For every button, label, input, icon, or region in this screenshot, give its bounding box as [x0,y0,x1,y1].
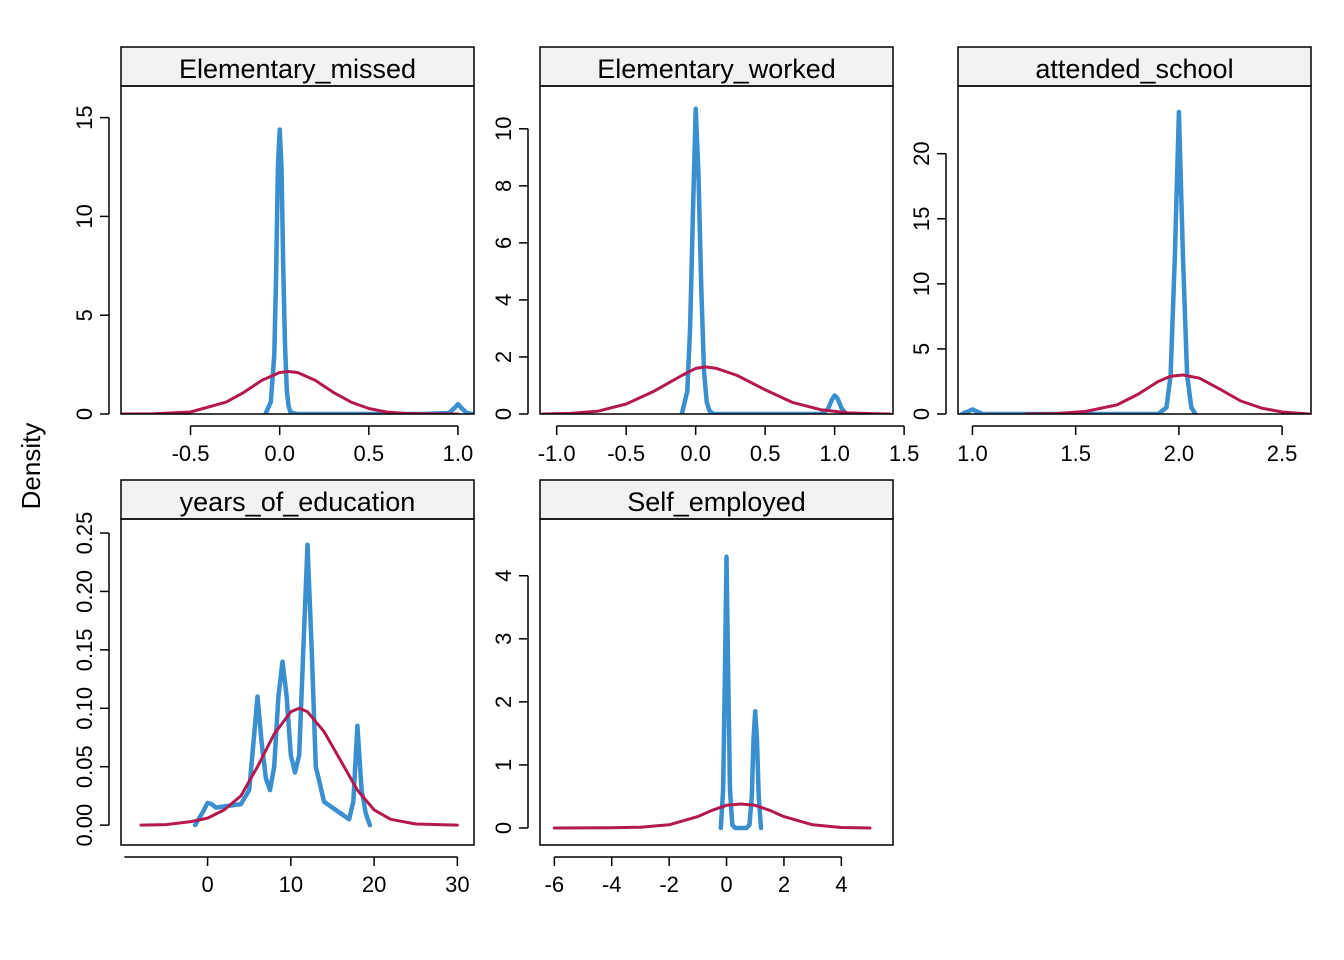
y-tick-label: 3 [491,633,516,645]
panel-Elementary_missed: Elementary_missed -0.5 0.0 0.5 1.0 0 5 10 15 [72,46,475,466]
panel-title: Elementary_missed [179,54,416,84]
y-tick-label: 0.05 [72,745,97,788]
x-tick-label: 0 [720,872,732,897]
y-tick-label: 0.25 [72,512,97,555]
y-tick-label: 0 [72,408,97,420]
x-tick-label: 1.0 [819,441,850,466]
panel-strip [957,46,1312,87]
x-tick-label: 20 [362,872,386,897]
x-tick-label: -1.0 [538,441,576,466]
y-tick-label: 5 [72,309,97,321]
panel-strip [120,479,475,520]
x-tick-label: 0.5 [354,441,385,466]
x-tick-label: -0.5 [172,441,210,466]
y-tick-label: 15 [909,207,934,231]
x-tick-label: 1.0 [443,441,474,466]
y-tick-label: 0.20 [72,570,97,613]
y-tick-label: 15 [72,105,97,129]
x-tick-label: -4 [602,872,622,897]
observed-density-line [718,554,764,831]
panel-Self_employed: Self_employed -6 -4 -2 0 2 4 0 1 2 3 4 [491,479,894,897]
x-tick-label: -2 [659,872,679,897]
y-tick-label: 2 [491,351,516,363]
y-tick-label: 0 [491,822,516,834]
y-tick-label: 0.15 [72,628,97,671]
y-tick-label: 0 [909,408,934,420]
y-tick-label: 5 [909,343,934,355]
normal-density-line [552,802,872,830]
x-tick-label: -0.5 [607,441,645,466]
panel-title: Elementary_worked [597,54,836,84]
x-tick-label: 0.0 [680,441,711,466]
panel-attended_school: attended_school 1.0 1.5 2.0 2.5 0 5 10 15 20 [909,46,1312,466]
x-tick-label: 1.5 [1060,441,1091,466]
panel-frame [539,518,894,846]
panels: Elementary_missed-0.5 0.0 0.5 1.0051015Elem… [72,46,1312,897]
y-tick-label: 4 [491,294,516,306]
x-tick-label: -6 [545,872,565,897]
x-tick-label: 2 [778,872,790,897]
panel-strip [539,46,894,87]
y-tick-label: 1 [491,759,516,771]
normal-density-line [139,706,459,827]
panel-Elementary_worked: Elementary_worked -1.0 -0.5 0.0 0.5 1.0 1.5 0 2 4… [491,46,920,466]
y-tick-label: 4 [491,570,516,582]
x-tick-label: 1.0 [957,441,988,466]
panel-frame [539,85,894,415]
x-tick-label: 0 [201,872,213,897]
x-tick-label: 2.0 [1164,441,1195,466]
x-tick-label: 1.5 [889,441,920,466]
x-tick-label: 4 [835,872,847,897]
panel-frame [957,85,1312,415]
y-axis-label: Density [16,423,46,510]
panel-title: years_of_education [180,487,416,517]
panel-strip [539,479,894,520]
y-tick-label: 0 [491,408,516,420]
x-tick-label: 2.5 [1267,441,1298,466]
panel-frame [120,85,475,415]
y-tick-label: 8 [491,180,516,192]
observed-density-line [263,127,474,414]
x-tick-label: 0.0 [264,441,295,466]
y-tick-label: 6 [491,237,516,249]
y-tick-label: 0.00 [72,804,97,847]
x-tick-label: 30 [445,872,469,897]
y-tick-label: 10 [909,272,934,296]
y-tick-label: 10 [72,204,97,228]
panel-strip [120,46,475,87]
normal-density-line [541,365,892,414]
panel-frame [120,518,475,846]
normal-density-line [1024,373,1311,414]
y-tick-label: 20 [909,141,934,165]
x-tick-label: 10 [279,872,303,897]
observed-density-line [959,109,1198,414]
observed-density-line [679,106,851,414]
observed-density-line [192,542,373,828]
y-tick-label: 10 [491,117,516,141]
y-tick-label: 2 [491,696,516,708]
y-tick-label: 0.10 [72,687,97,730]
panel-title: attended_school [1035,54,1233,84]
panel-title: Self_employed [627,487,806,517]
panel-years_of_education: years_of_education 0 10 20 30 0.00 0.05 0.10 0.1… [72,479,475,897]
x-tick-label: 0.5 [750,441,781,466]
